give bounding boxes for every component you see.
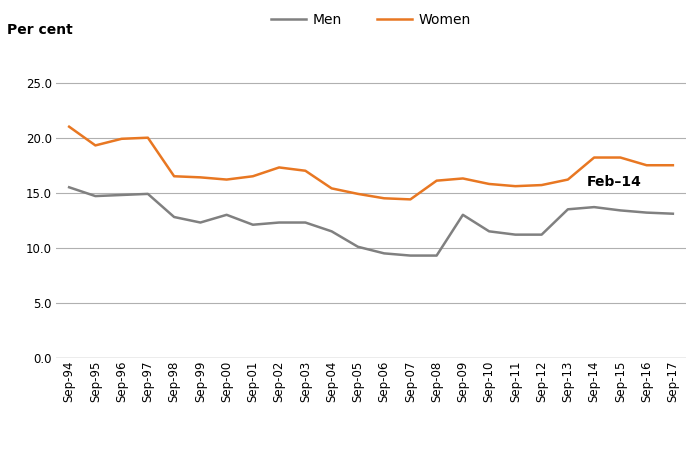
- Women: [643, 162, 651, 168]
- Men: [406, 253, 414, 258]
- Men: [458, 212, 467, 218]
- Men: [616, 207, 624, 213]
- Women: [406, 196, 414, 202]
- Men: [590, 204, 598, 210]
- Line: Men: Men: [69, 187, 673, 256]
- Women: [275, 165, 284, 170]
- Men: [301, 220, 309, 225]
- Women: [65, 124, 74, 129]
- Men: [328, 229, 336, 234]
- Men: [170, 214, 178, 220]
- Men: [564, 207, 572, 212]
- Men: [668, 211, 677, 217]
- Men: [65, 185, 74, 190]
- Men: [538, 232, 546, 237]
- Women: [301, 168, 309, 174]
- Men: [275, 220, 284, 225]
- Men: [118, 192, 126, 198]
- Women: [616, 155, 624, 160]
- Women: [590, 155, 598, 160]
- Women: [354, 191, 362, 196]
- Women: [91, 143, 99, 148]
- Women: [118, 136, 126, 141]
- Women: [433, 178, 441, 184]
- Text: Feb–14: Feb–14: [587, 175, 641, 190]
- Men: [433, 253, 441, 258]
- Men: [91, 193, 99, 199]
- Women: [196, 174, 204, 180]
- Women: [170, 174, 178, 179]
- Women: [248, 174, 257, 179]
- Men: [248, 222, 257, 228]
- Line: Women: Women: [69, 127, 673, 199]
- Men: [144, 191, 152, 196]
- Men: [643, 210, 651, 215]
- Women: [223, 177, 231, 182]
- Men: [485, 229, 494, 234]
- Women: [538, 182, 546, 188]
- Men: [196, 220, 204, 225]
- Men: [380, 251, 389, 256]
- Women: [144, 135, 152, 140]
- Women: [328, 185, 336, 191]
- Text: Per cent: Per cent: [7, 22, 73, 37]
- Women: [380, 196, 389, 201]
- Women: [511, 184, 519, 189]
- Women: [564, 177, 572, 182]
- Women: [668, 162, 677, 168]
- Legend: Men, Women: Men, Women: [266, 7, 476, 33]
- Men: [223, 212, 231, 218]
- Women: [485, 181, 494, 187]
- Men: [511, 232, 519, 237]
- Men: [354, 244, 362, 250]
- Women: [458, 176, 467, 181]
